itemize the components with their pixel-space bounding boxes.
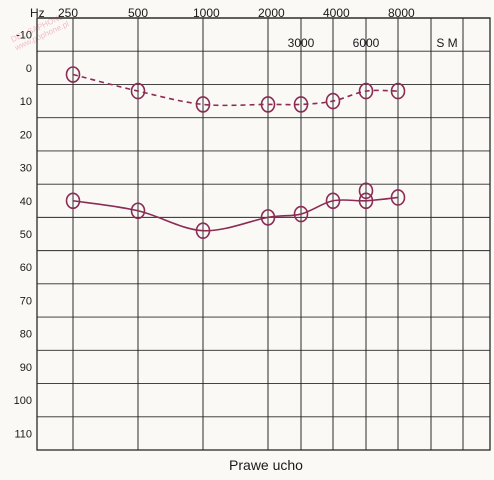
data-point-circle — [260, 96, 276, 113]
data-point-circle — [130, 82, 146, 100]
data-point-circle — [195, 222, 211, 239]
y-tick-label: 60 — [20, 262, 32, 274]
data-point-circle — [130, 202, 146, 220]
data-point-circle — [260, 209, 276, 226]
y-tick-label: 70 — [20, 295, 32, 307]
y-tick-label: 50 — [20, 229, 32, 241]
data-point-circle — [358, 192, 374, 210]
y-tick-label: 30 — [20, 163, 32, 175]
x-tick-label: 4000 — [323, 6, 350, 20]
x-unit-label: Hz — [30, 6, 45, 20]
sm-column-label: S M — [436, 36, 457, 50]
series-layer — [65, 66, 406, 239]
y-tick-label: 10 — [20, 96, 32, 108]
series-2 — [65, 182, 406, 239]
y-tick-label: -10 — [16, 30, 32, 42]
y-tick-label: 20 — [20, 129, 32, 141]
y-tick-label: 90 — [20, 362, 32, 374]
data-point-circle — [358, 82, 374, 100]
series-line — [72, 196, 399, 232]
y-tick-label: 100 — [14, 395, 32, 407]
axis-labels: Hz 250 500 1000 2000 4000 8000 3000 6000 S M -10 0 1… — [14, 6, 458, 440]
data-point-circle — [195, 96, 211, 113]
x-tick-label: 2000 — [258, 6, 285, 20]
series-line — [72, 73, 399, 107]
x-tick-label: 8000 — [388, 6, 415, 20]
x-axis-label: Prawe ucho — [229, 457, 303, 473]
data-point-circle — [293, 96, 309, 113]
data-point-circle — [390, 189, 406, 206]
y-tick-label: 0 — [26, 63, 32, 75]
x-tick-label: 1000 — [193, 6, 220, 20]
y-tick-label: 110 — [14, 428, 32, 440]
x-tick-label-second: 3000 — [288, 36, 315, 50]
data-point-circle — [358, 182, 374, 200]
series-1 — [65, 66, 406, 113]
data-point-circle — [65, 66, 81, 83]
data-point-circle — [390, 82, 406, 100]
x-tick-label-second: 6000 — [353, 36, 380, 50]
chart-grid — [36, 17, 491, 451]
data-point-circle — [293, 205, 309, 223]
chart-frame — [36, 17, 491, 451]
x-tick-label: 250 — [58, 6, 78, 20]
x-tick-label: 500 — [128, 6, 148, 20]
data-point-circle — [325, 192, 341, 210]
data-point-circle — [65, 192, 81, 210]
data-point-circle — [325, 92, 341, 110]
y-tick-label: 80 — [20, 329, 32, 341]
y-tick-label: 40 — [20, 196, 32, 208]
